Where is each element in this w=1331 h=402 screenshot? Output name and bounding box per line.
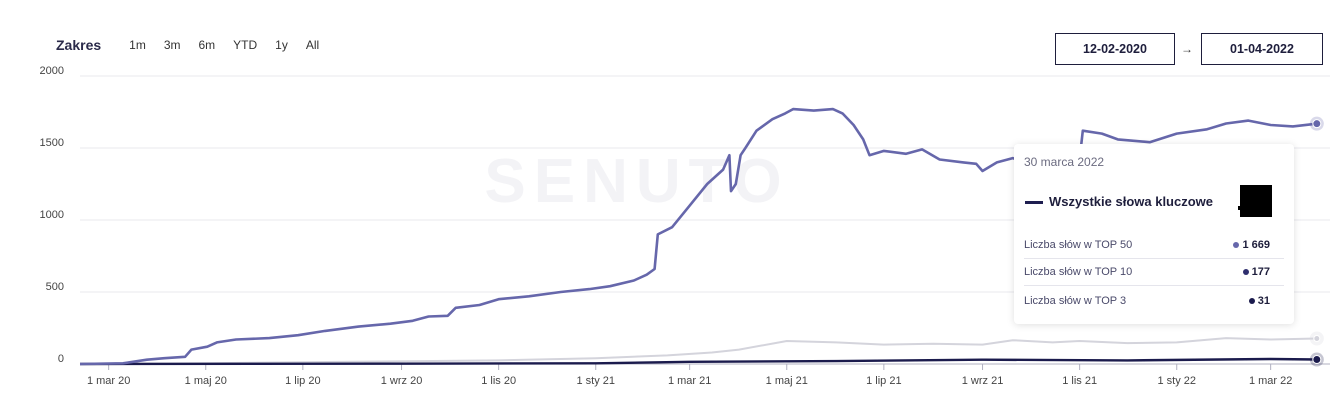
range-button-1y[interactable]: 1y [275,38,288,52]
end-markers [1309,116,1324,367]
redacted-dot [1238,206,1242,210]
end-marker [1312,119,1322,129]
tooltip-row-label: Liczba słów w TOP 10 [1024,266,1133,278]
dot-icon [1242,269,1249,275]
tooltip-row-label: Liczba słów w TOP 3 [1024,294,1127,307]
tooltip-row-value: 31 [1248,294,1270,307]
tooltip-row-top3: Liczba słów w TOP 3 31 [1024,287,1284,314]
x-axis: 1 mar 20 1 maj 20 1 lip 20 1 wrz 20 1 lis 20… [80,363,1330,387]
tooltip-date: 30 marca 2022 [1024,155,1105,169]
watermark: SENUTO [484,147,789,216]
dot-icon [1233,242,1240,248]
tooltip-value-top3: 31 [1257,294,1270,307]
end-marker [1312,355,1322,365]
date-from-input[interactable]: 12-02-2020 [1055,33,1175,65]
x-tick-label: 1 lip 20 [285,375,320,387]
x-tick-label: 1 mar 22 [1249,375,1292,387]
redacted-block [1240,185,1272,217]
date-arrow: → [1181,42,1193,56]
x-tick-label: 1 lis 21 [1062,375,1097,387]
x-tick-label: 1 maj 20 [185,375,227,387]
tooltip-row-label: Liczba słów w TOP 50 [1024,239,1133,251]
series-line [79,357,1317,366]
range-button-6m[interactable]: 6m [198,38,216,52]
x-tick-label: 1 wrz 20 [381,375,423,387]
range-button-ytd[interactable]: YTD [233,38,258,52]
y-tick-label: 1000 [40,209,64,221]
tooltip-series-name: Wszystkie słowa kluczowe [1049,194,1214,209]
range-button-1m[interactable]: 1m [129,38,146,52]
dot-icon [1248,297,1255,304]
x-tick-label: 1 lip 21 [866,375,901,387]
y-tick-label: 500 [46,281,64,293]
y-axis: 0 500 1000 1500 2000 [40,65,64,365]
x-tick-label: 1 maj 21 [766,375,808,387]
x-tick-label: 1 mar 21 [668,375,711,387]
x-tick-label: 1 sty 21 [576,375,615,387]
x-tick-label: 1 sty 22 [1157,375,1196,387]
tooltip-value-top10: 177 [1251,266,1270,278]
x-tick-label: 1 mar 20 [87,375,130,387]
y-tick-label: 1500 [40,137,64,149]
tooltip-row-top50: Liczba słów w TOP 50 1 669 [1024,232,1284,259]
range-button-all[interactable]: All [305,38,320,52]
series-line [79,337,1317,365]
tooltip-row-value: 1 669 [1233,239,1270,251]
tooltip-row-value: 177 [1242,266,1270,278]
y-tick-label: 2000 [40,65,64,77]
range-title: Zakres [56,37,102,53]
tooltip-series-swatch [1025,201,1043,204]
tooltip-value-top50: 1 669 [1242,239,1270,251]
end-marker [1313,335,1321,343]
range-bar: Zakres 1m 3m 6m YTD 1y All [56,36,328,54]
x-tick-label: 1 wrz 21 [962,375,1004,387]
tooltip: 30 marca 2022 Wszystkie słowa kluczowe L… [1014,144,1294,324]
tooltip-row-top10: Liczba słów w TOP 10 177 [1024,259,1284,286]
range-button-3m[interactable]: 3m [163,38,181,52]
y-tick-label: 0 [58,353,64,365]
x-tick-label: 1 lis 20 [481,375,516,387]
date-to-input[interactable]: 01-04-2022 [1201,33,1323,65]
